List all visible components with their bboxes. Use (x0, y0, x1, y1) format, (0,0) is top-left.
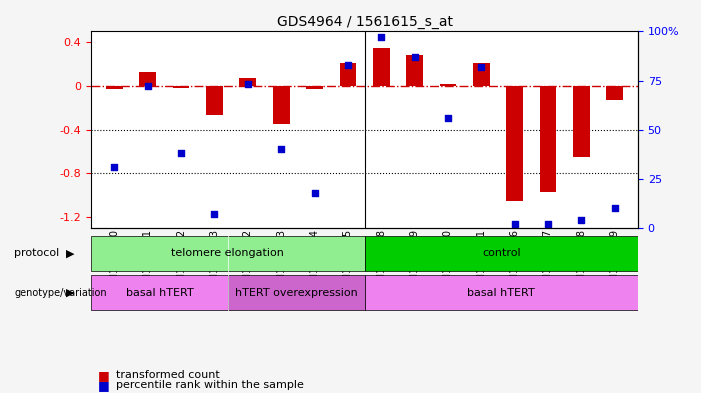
Bar (339, 63, 356, 86)
Bar (540, 86, 556, 192)
Bar (240, 78, 256, 86)
Bar (206, 86, 223, 116)
Text: basal hTERT: basal hTERT (468, 288, 535, 298)
Point (442, 115, 454, 121)
Point (509, 221, 520, 227)
Point (109, 164, 120, 170)
Point (409, 54, 420, 60)
Text: percentile rank within the sample: percentile rank within the sample (116, 380, 304, 390)
Bar (406, 55, 423, 86)
Point (275, 146, 287, 152)
Point (243, 81, 254, 88)
FancyBboxPatch shape (228, 275, 365, 310)
Point (475, 64, 486, 70)
Point (376, 34, 387, 40)
Bar (473, 63, 489, 86)
Point (609, 205, 620, 211)
Bar (440, 84, 456, 86)
FancyBboxPatch shape (91, 275, 228, 310)
Point (309, 189, 320, 196)
FancyBboxPatch shape (91, 236, 365, 271)
Point (175, 150, 186, 156)
Point (543, 221, 554, 227)
Text: transformed count: transformed count (116, 370, 219, 380)
Text: ▶: ▶ (66, 248, 74, 259)
Bar (373, 48, 390, 86)
Bar (606, 86, 623, 100)
Text: genotype/variation: genotype/variation (14, 288, 107, 298)
Text: hTERT overexpression: hTERT overexpression (235, 288, 358, 298)
Point (209, 211, 220, 217)
Text: basal hTERT: basal hTERT (125, 288, 193, 298)
Title: GDS4964 / 1561615_s_at: GDS4964 / 1561615_s_at (276, 15, 453, 29)
Text: ■: ■ (98, 378, 110, 392)
FancyBboxPatch shape (365, 236, 638, 271)
Point (576, 217, 587, 223)
Text: ■: ■ (98, 369, 110, 382)
Text: telomere elongation: telomere elongation (171, 248, 285, 259)
FancyBboxPatch shape (365, 275, 638, 310)
Point (142, 83, 154, 90)
Bar (506, 86, 523, 201)
Text: ▶: ▶ (66, 288, 74, 298)
Bar (273, 86, 290, 124)
Bar (173, 86, 189, 88)
Text: protocol: protocol (14, 248, 60, 259)
Bar (306, 86, 323, 89)
Text: control: control (482, 248, 521, 259)
Bar (139, 72, 156, 86)
Point (342, 62, 353, 68)
Bar (573, 86, 590, 157)
Bar (106, 86, 123, 89)
